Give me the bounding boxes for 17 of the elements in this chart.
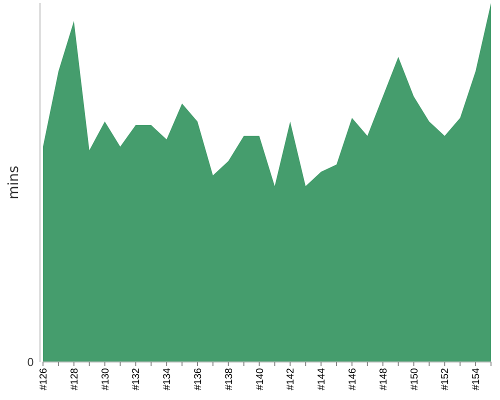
x-tick-label: #130 (100, 368, 112, 390)
x-tick-label: #126 (38, 368, 50, 390)
x-tick-label: #148 (378, 368, 390, 390)
x-tick-label: #144 (316, 368, 328, 390)
x-tick-label: #128 (69, 368, 80, 390)
x-tick-label: #140 (254, 368, 266, 390)
y-axis-title: mins (6, 166, 22, 200)
text: 0 (27, 356, 34, 369)
x-tick-label: #152 (440, 368, 452, 390)
x-tick-label: #138 (224, 368, 235, 390)
x-tick-label: #136 (192, 368, 204, 390)
x-tick-label: #134 (162, 368, 174, 390)
x-tick-label: #142 (286, 368, 297, 390)
x-tick-label: #154 (471, 368, 482, 390)
x-tick-label: #146 (347, 368, 358, 390)
x-tick-label: #150 (409, 368, 420, 390)
x-tick-label: #132 (131, 368, 142, 390)
